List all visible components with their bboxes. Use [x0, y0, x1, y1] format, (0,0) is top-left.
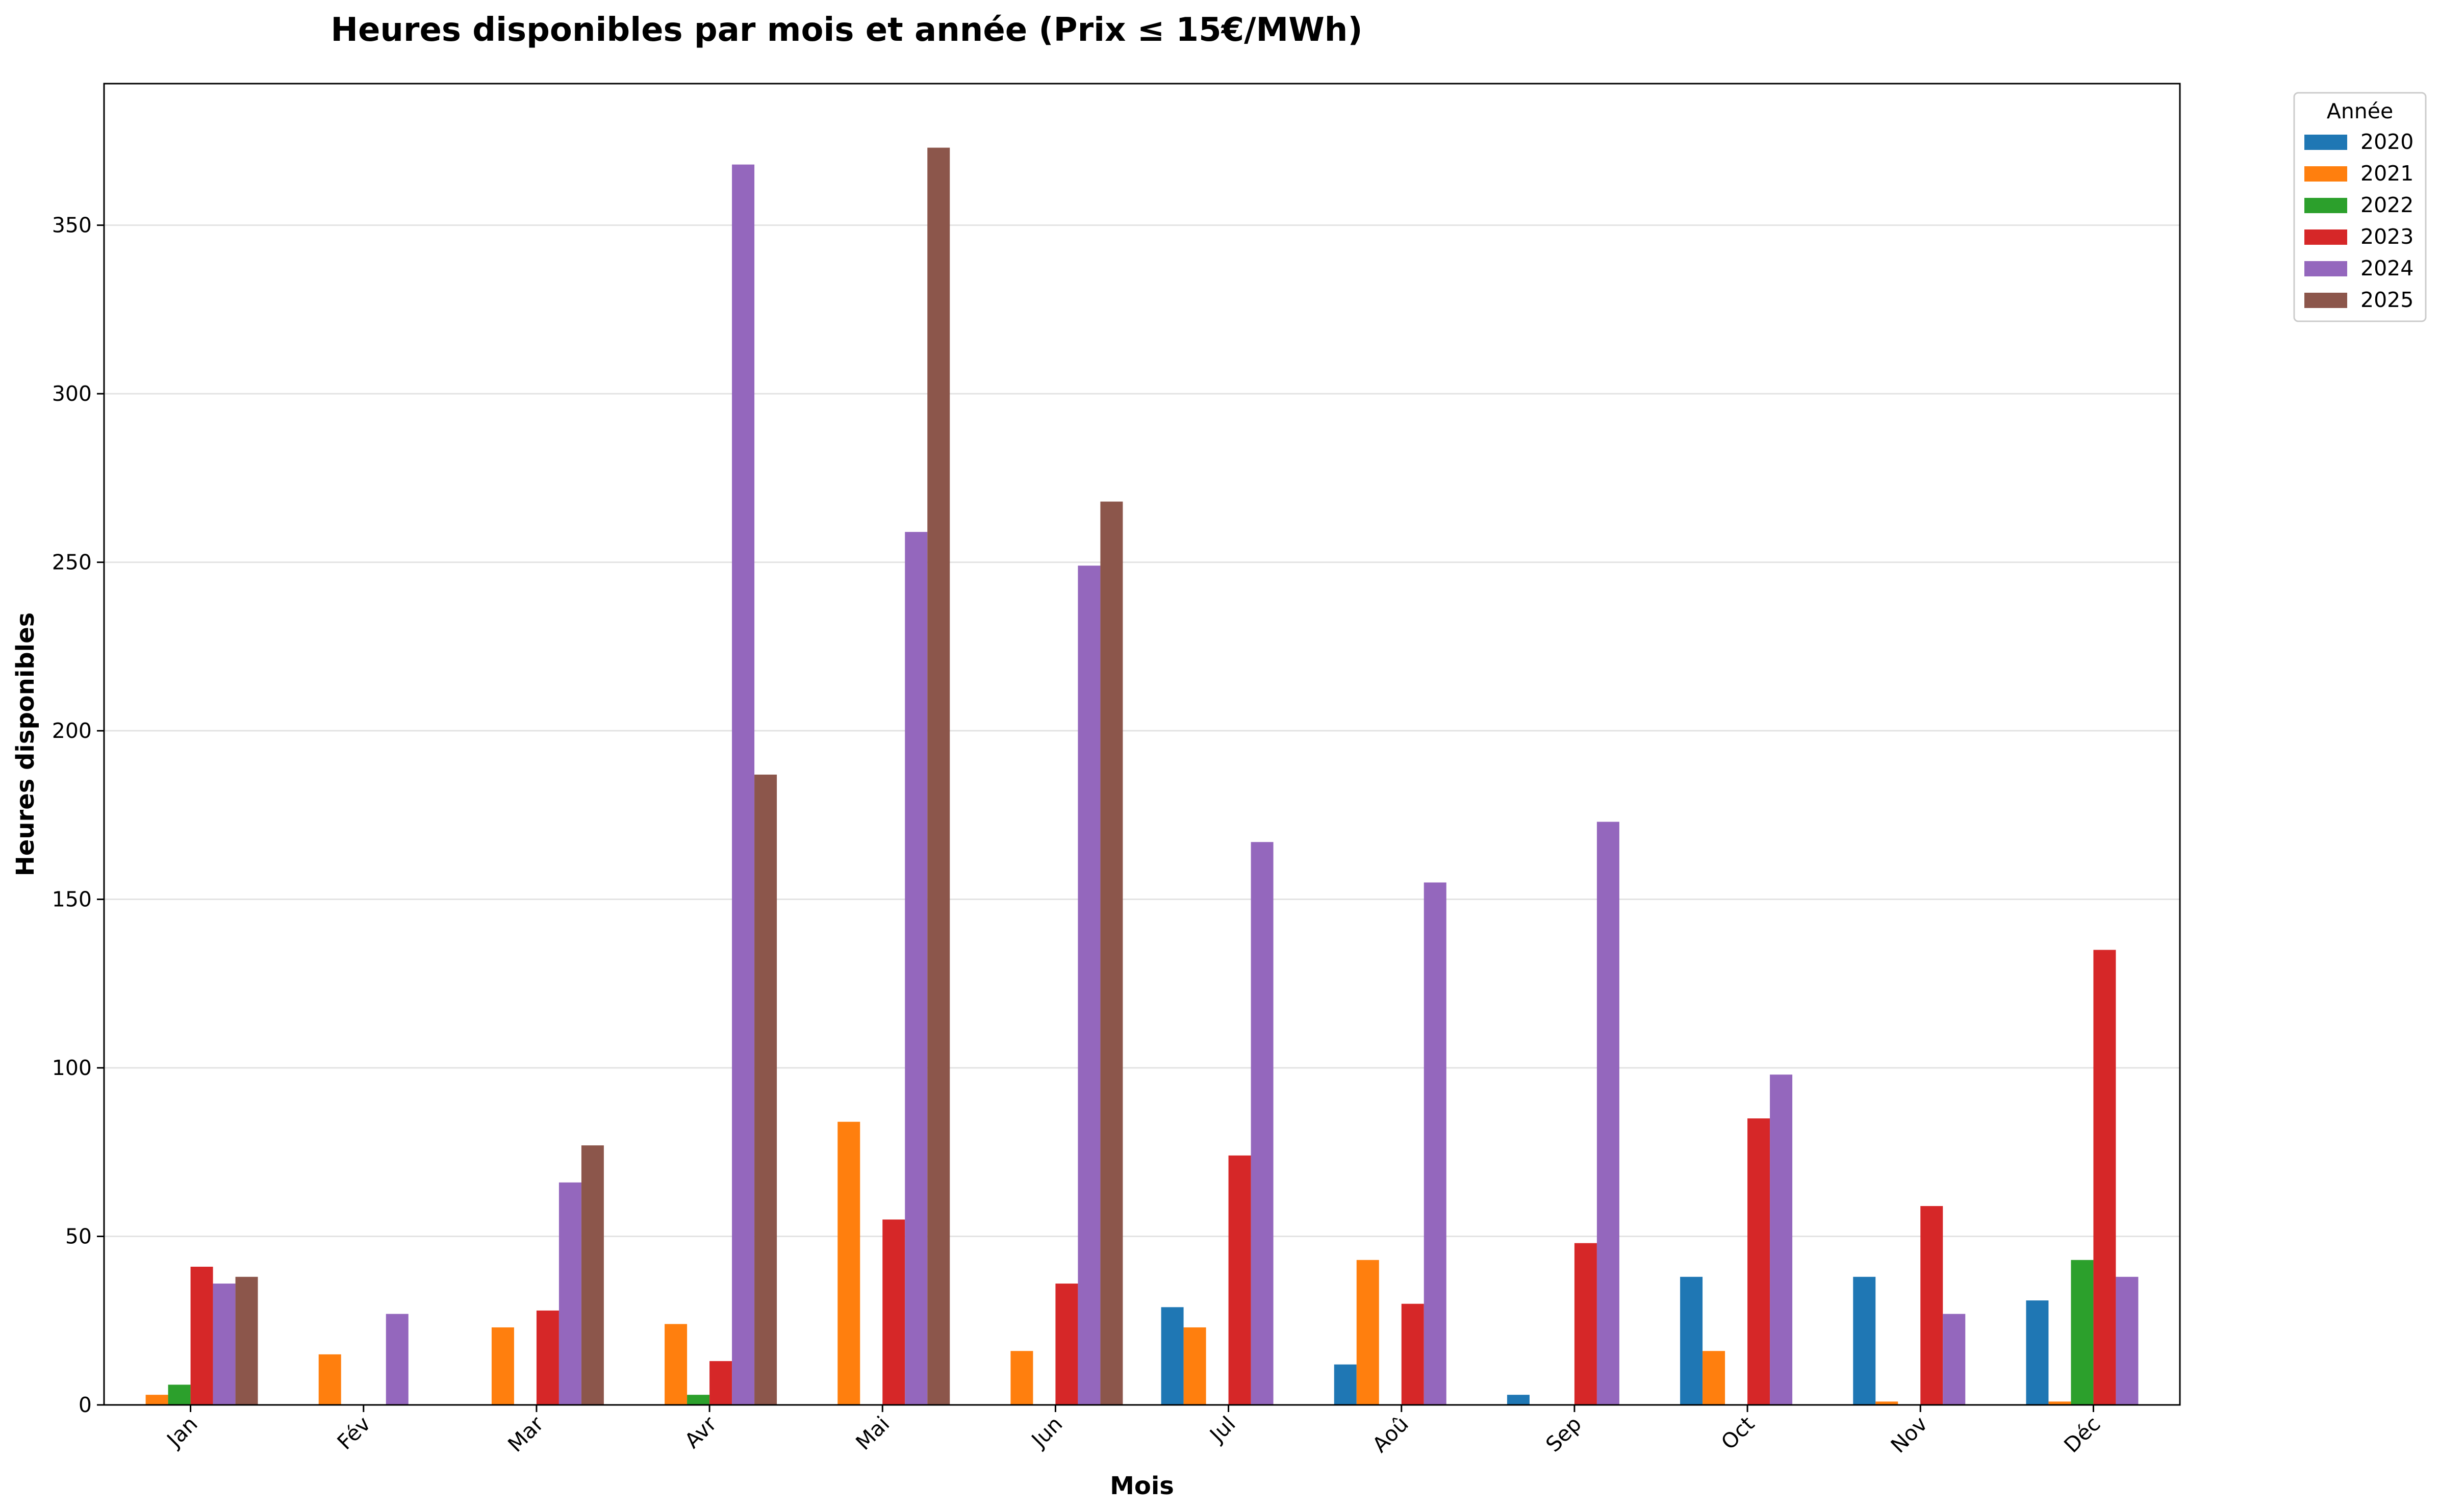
y-tick-label: 350: [52, 213, 92, 238]
x-axis-label: Mois: [1110, 1472, 1174, 1500]
bar-2023-Jul: [1228, 1155, 1251, 1405]
legend-label-2022: 2022: [2360, 193, 2413, 217]
bar-2023-Jan: [190, 1267, 213, 1405]
bar-2020-Sep: [1507, 1395, 1530, 1405]
legend-swatch-2022: [2304, 198, 2347, 213]
y-tick-label: 50: [65, 1224, 92, 1249]
y-tick-label: 0: [79, 1393, 92, 1417]
x-tick-label: Mar: [503, 1412, 548, 1457]
bar-2024-Nov: [1943, 1314, 1966, 1405]
x-tick-label: Nov: [1886, 1412, 1933, 1458]
bar-2024-Jul: [1251, 842, 1274, 1405]
bar-2021-Jan: [145, 1395, 168, 1405]
bar-2021-Déc: [2048, 1401, 2071, 1405]
bar-2020-Déc: [2026, 1300, 2049, 1405]
chart-title: Heures disponibles par mois et année (Pr…: [331, 11, 1363, 49]
y-axis-label: Heures disponibles: [11, 612, 40, 877]
gridlines: [104, 224, 2180, 1238]
x-axis: Jan Fév Mar Avr Mai Jun Jul Aoû Sep Oct Nov Déc: [161, 1405, 2105, 1458]
bar-2022-Déc: [2071, 1260, 2094, 1405]
bar-2023-Jun: [1055, 1284, 1078, 1405]
legend-swatch-2020: [2304, 135, 2347, 150]
bar-2023-Avr: [709, 1361, 732, 1405]
bar-2021-Oct: [1703, 1351, 1725, 1405]
bar-2021-Jun: [1010, 1351, 1033, 1405]
y-axis: 0 50 100 150 200 250 300 350: [52, 213, 104, 1417]
legend-label-2023: 2023: [2360, 224, 2413, 249]
bar-2023-Aoû: [1401, 1303, 1424, 1405]
y-tick-label: 150: [52, 887, 92, 912]
bar-2025-Jan: [235, 1276, 258, 1405]
bar-2022-Jan: [168, 1385, 191, 1405]
bar-2024-Sep: [1596, 822, 1619, 1405]
bar-2020-Jul: [1161, 1307, 1184, 1405]
x-tick-label: Avr: [680, 1412, 721, 1453]
bar-2024-Déc: [2116, 1276, 2139, 1405]
legend-swatch-2021: [2304, 166, 2347, 182]
legend: Année 2020 2021 2022 2023 2024 2025: [2293, 92, 2427, 322]
bar-2023-Sep: [1574, 1243, 1597, 1405]
x-tick-label: Déc: [2059, 1412, 2105, 1457]
bar-2021-Jul: [1183, 1327, 1206, 1405]
legend-title: Année: [2327, 99, 2393, 123]
bar-2021-Nov: [1875, 1401, 1898, 1405]
bar-2020-Oct: [1680, 1276, 1703, 1405]
x-tick-label: Mai: [851, 1412, 895, 1455]
legend-label-2024: 2024: [2360, 256, 2413, 280]
bars: [145, 147, 2139, 1405]
x-tick-label: Fév: [333, 1412, 375, 1454]
bar-2024-Jun: [1078, 566, 1101, 1405]
bar-2021-Fév: [318, 1354, 341, 1405]
bar-2025-Jun: [1100, 501, 1123, 1405]
bar-2025-Mai: [927, 147, 950, 1405]
x-tick-label: Aoû: [1367, 1412, 1413, 1457]
legend-label-2021: 2021: [2360, 161, 2413, 186]
x-tick-label: Sep: [1541, 1412, 1586, 1457]
legend-label-2025: 2025: [2360, 288, 2413, 312]
bar-2024-Jan: [213, 1284, 236, 1405]
legend-swatch-2025: [2304, 293, 2347, 308]
y-tick-label: 250: [52, 550, 92, 575]
bar-2021-Avr: [665, 1324, 688, 1405]
bar-2023-Mar: [536, 1310, 559, 1405]
bar-2022-Avr: [687, 1395, 710, 1405]
bar-2023-Nov: [1920, 1206, 1943, 1405]
bar-2024-Mai: [905, 532, 928, 1405]
bar-2023-Déc: [2093, 950, 2116, 1405]
y-tick-label: 200: [52, 719, 92, 743]
x-tick-label: Jun: [1026, 1412, 1067, 1453]
bar-2025-Avr: [754, 774, 777, 1405]
bar-2024-Avr: [732, 164, 755, 1405]
bar-2021-Mai: [837, 1121, 860, 1405]
bar-2021-Aoû: [1356, 1260, 1379, 1405]
bar-2023-Oct: [1747, 1118, 1770, 1405]
x-tick-label: Jan: [161, 1412, 202, 1453]
bar-2024-Aoû: [1424, 882, 1446, 1405]
plot-frame: [103, 83, 2181, 1406]
legend-swatch-2023: [2304, 229, 2347, 245]
bar-2024-Mar: [558, 1182, 581, 1405]
y-tick-label: 100: [52, 1056, 92, 1080]
y-tick-label: 300: [52, 381, 92, 406]
bar-2021-Mar: [491, 1327, 514, 1405]
x-tick-label: Oct: [1716, 1412, 1759, 1454]
bar-2025-Mar: [581, 1145, 604, 1405]
bar-2020-Nov: [1853, 1276, 1876, 1405]
bar-2020-Aoû: [1334, 1364, 1357, 1405]
bar-2023-Mai: [882, 1219, 905, 1405]
bar-2024-Fév: [386, 1314, 409, 1405]
legend-swatch-2024: [2304, 261, 2347, 276]
legend-label-2020: 2020: [2360, 130, 2413, 154]
x-tick-label: Jul: [1204, 1412, 1240, 1448]
bar-2024-Oct: [1770, 1074, 1793, 1405]
